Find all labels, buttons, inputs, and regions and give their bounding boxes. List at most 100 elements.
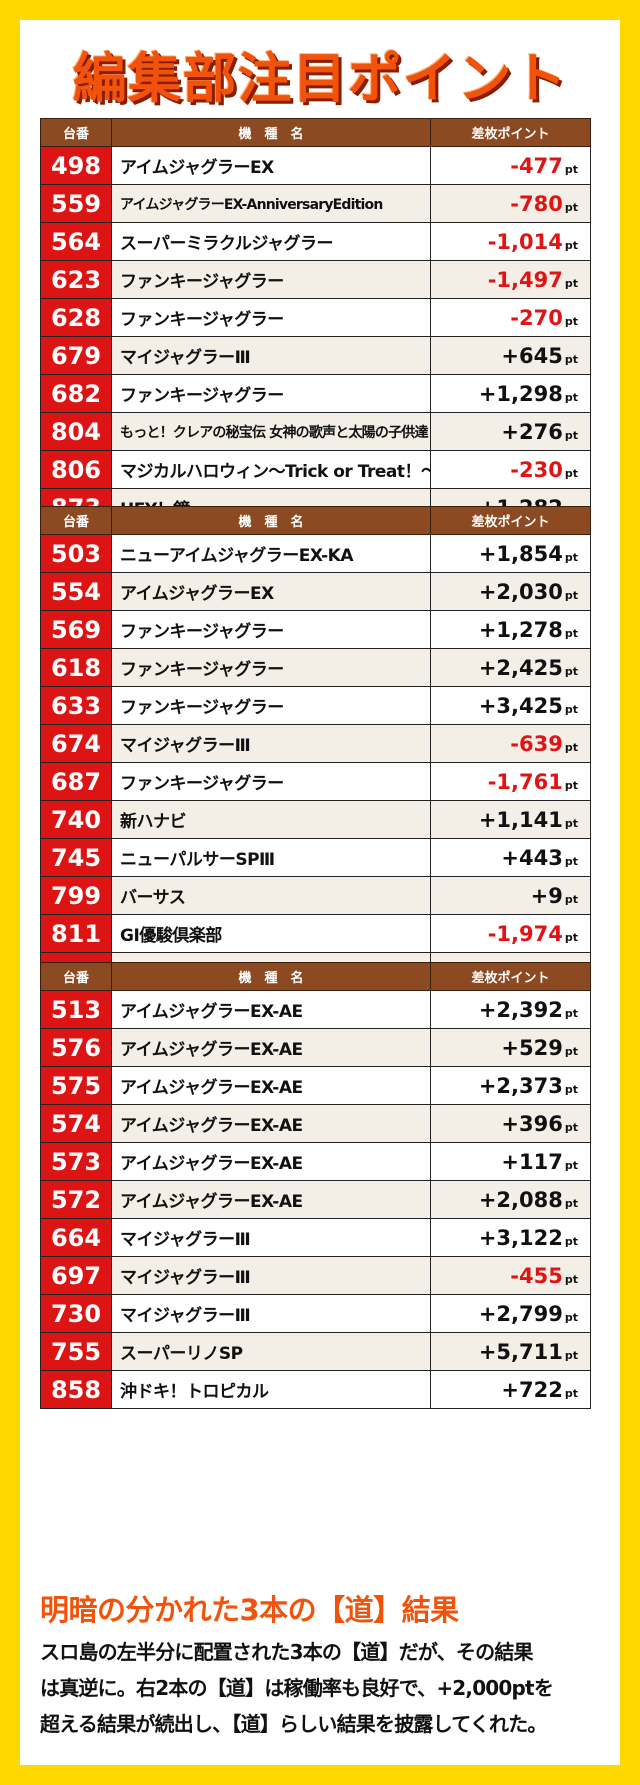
difference-points: +3,425 pt <box>430 686 591 725</box>
points-unit: pt <box>564 1044 578 1058</box>
difference-points: +645 pt <box>430 336 591 375</box>
points-value: +1,298 <box>478 381 563 406</box>
machine-name: マイジャグラーⅢ <box>111 1256 431 1295</box>
machine-number: 575 <box>40 1066 112 1105</box>
header-machine-number: 台番 <box>40 118 112 147</box>
table-row: 799 バーサス +9 pt <box>40 876 591 915</box>
points-value: +2,373 <box>478 1073 563 1098</box>
machine-number: 674 <box>40 724 112 763</box>
machine-number: 687 <box>40 762 112 801</box>
difference-points: +722 pt <box>430 1370 591 1409</box>
machine-number: 554 <box>40 572 112 611</box>
points-unit: pt <box>564 626 578 640</box>
points-unit: pt <box>564 1386 578 1400</box>
table-row: 559 アイムジャグラーEX-AnniversaryEdition -780 pt <box>40 184 591 223</box>
machine-name: バーサス <box>111 876 431 915</box>
table-row: 633 ファンキージャグラー +3,425 pt <box>40 686 591 725</box>
machine-name: アイムジャグラーEX <box>111 572 431 611</box>
points-value: +2,030 <box>478 579 563 604</box>
difference-points: +1,298 pt <box>430 374 591 413</box>
machine-name: もっと！クレアの秘宝伝 女神の歌声と太陽の子供達 <box>111 412 431 451</box>
difference-points: +2,392 pt <box>430 990 591 1029</box>
points-unit: pt <box>564 778 578 792</box>
table-row: 576 アイムジャグラーEX-AE +529 pt <box>40 1028 591 1067</box>
machine-number: 697 <box>40 1256 112 1295</box>
difference-points: +396 pt <box>430 1104 591 1143</box>
machine-name: マイジャグラーⅢ <box>111 1218 431 1257</box>
points-unit: pt <box>564 162 578 176</box>
difference-points: -477 pt <box>430 146 591 185</box>
points-unit: pt <box>564 1158 578 1172</box>
machine-number: 806 <box>40 450 112 489</box>
difference-points: +117 pt <box>430 1142 591 1181</box>
points-unit: pt <box>564 740 578 754</box>
machine-number: 858 <box>40 1370 112 1409</box>
machine-number: 799 <box>40 876 112 915</box>
difference-points: +1,854 pt <box>430 534 591 573</box>
points-table-1: 台番 機 種 名 差枚ポイント 498 アイムジャグラーEX -477 pt 559 アイ… <box>40 118 591 527</box>
table-row: 730 マイジャグラーⅢ +2,799 pt <box>40 1294 591 1333</box>
body-line: は真逆に。右2本の【道】は稼働率も良好で、+2,000ptを <box>40 1676 554 1700</box>
machine-name: スーパーミラクルジャグラー <box>111 222 431 261</box>
machine-name: GⅠ優駿倶楽部 <box>111 914 431 953</box>
points-table-2: 台番 機 種 名 差枚ポイント 503 ニューアイムジャグラーEX-KA +1,85… <box>40 506 591 991</box>
points-value: +722 <box>501 1377 563 1402</box>
difference-points: -1,497 pt <box>430 260 591 299</box>
difference-points: +2,373 pt <box>430 1066 591 1105</box>
points-value: -639 <box>510 731 563 756</box>
points-unit: pt <box>564 1196 578 1210</box>
table-row: 628 ファンキージャグラー -270 pt <box>40 298 591 337</box>
machine-number: 682 <box>40 374 112 413</box>
machine-number: 576 <box>40 1028 112 1067</box>
difference-points: +443 pt <box>430 838 591 877</box>
table-row: 503 ニューアイムジャグラーEX-KA +1,854 pt <box>40 534 591 573</box>
machine-name: ファンキージャグラー <box>111 686 431 725</box>
machine-number: 745 <box>40 838 112 877</box>
points-value: -1,761 <box>487 769 563 794</box>
machine-name: マジカルハロウィン〜Trick or Treat！〜 <box>111 450 431 489</box>
body-line: 超える結果が続出し、【道】らしい結果を披露してくれた。 <box>40 1712 547 1736</box>
machine-name: ファンキージャグラー <box>111 648 431 687</box>
difference-points: +1,141 pt <box>430 800 591 839</box>
difference-points: -780 pt <box>430 184 591 223</box>
points-value: -1,974 <box>487 921 563 946</box>
table-row: 755 スーパーリノSP +5,711 pt <box>40 1332 591 1371</box>
difference-points: +2,799 pt <box>430 1294 591 1333</box>
page-title: 編集部注目ポイント <box>72 47 568 110</box>
points-unit: pt <box>564 1234 578 1248</box>
header-difference-points: 差枚ポイント <box>430 118 591 147</box>
header-machine-number: 台番 <box>40 506 112 535</box>
points-unit: pt <box>564 854 578 868</box>
machine-name: アイムジャグラーEX-AE <box>111 1142 431 1181</box>
table-row: 804 もっと！クレアの秘宝伝 女神の歌声と太陽の子供達 +276 pt <box>40 412 591 451</box>
points-value: -455 <box>510 1263 563 1288</box>
points-value: -230 <box>510 457 563 482</box>
machine-name: アイムジャグラーEX-AE <box>111 990 431 1029</box>
points-unit: pt <box>564 664 578 678</box>
machine-number: 618 <box>40 648 112 687</box>
points-unit: pt <box>564 352 578 366</box>
machine-name: アイムジャグラーEX-AE <box>111 1028 431 1067</box>
points-value: +1,854 <box>478 541 563 566</box>
difference-points: +2,088 pt <box>430 1180 591 1219</box>
content-panel: 編集部注目ポイント 台番 機 種 名 差枚ポイント 498 アイムジャグラーEX -… <box>20 20 620 1765</box>
points-value: +529 <box>501 1035 563 1060</box>
machine-name: ニューパルサーSPⅢ <box>111 838 431 877</box>
points-unit: pt <box>564 1272 578 1286</box>
machine-number: 811 <box>40 914 112 953</box>
difference-points: +1,278 pt <box>430 610 591 649</box>
table-row: 554 アイムジャグラーEX +2,030 pt <box>40 572 591 611</box>
points-value: -1,014 <box>487 229 563 254</box>
table-row: 806 マジカルハロウィン〜Trick or Treat！〜 -230 pt <box>40 450 591 489</box>
points-unit: pt <box>564 1006 578 1020</box>
points-unit: pt <box>564 238 578 252</box>
points-value: +1,278 <box>478 617 563 642</box>
points-value: +5,711 <box>478 1339 563 1364</box>
body-line: スロ島の左半分に配置された3本の【道】だが、その結果 <box>40 1640 534 1664</box>
machine-number: 498 <box>40 146 112 185</box>
difference-points: +9 pt <box>430 876 591 915</box>
table-header-row: 台番 機 種 名 差枚ポイント <box>40 506 591 535</box>
points-unit: pt <box>564 428 578 442</box>
machine-number: 572 <box>40 1180 112 1219</box>
points-value: +2,088 <box>478 1187 563 1212</box>
